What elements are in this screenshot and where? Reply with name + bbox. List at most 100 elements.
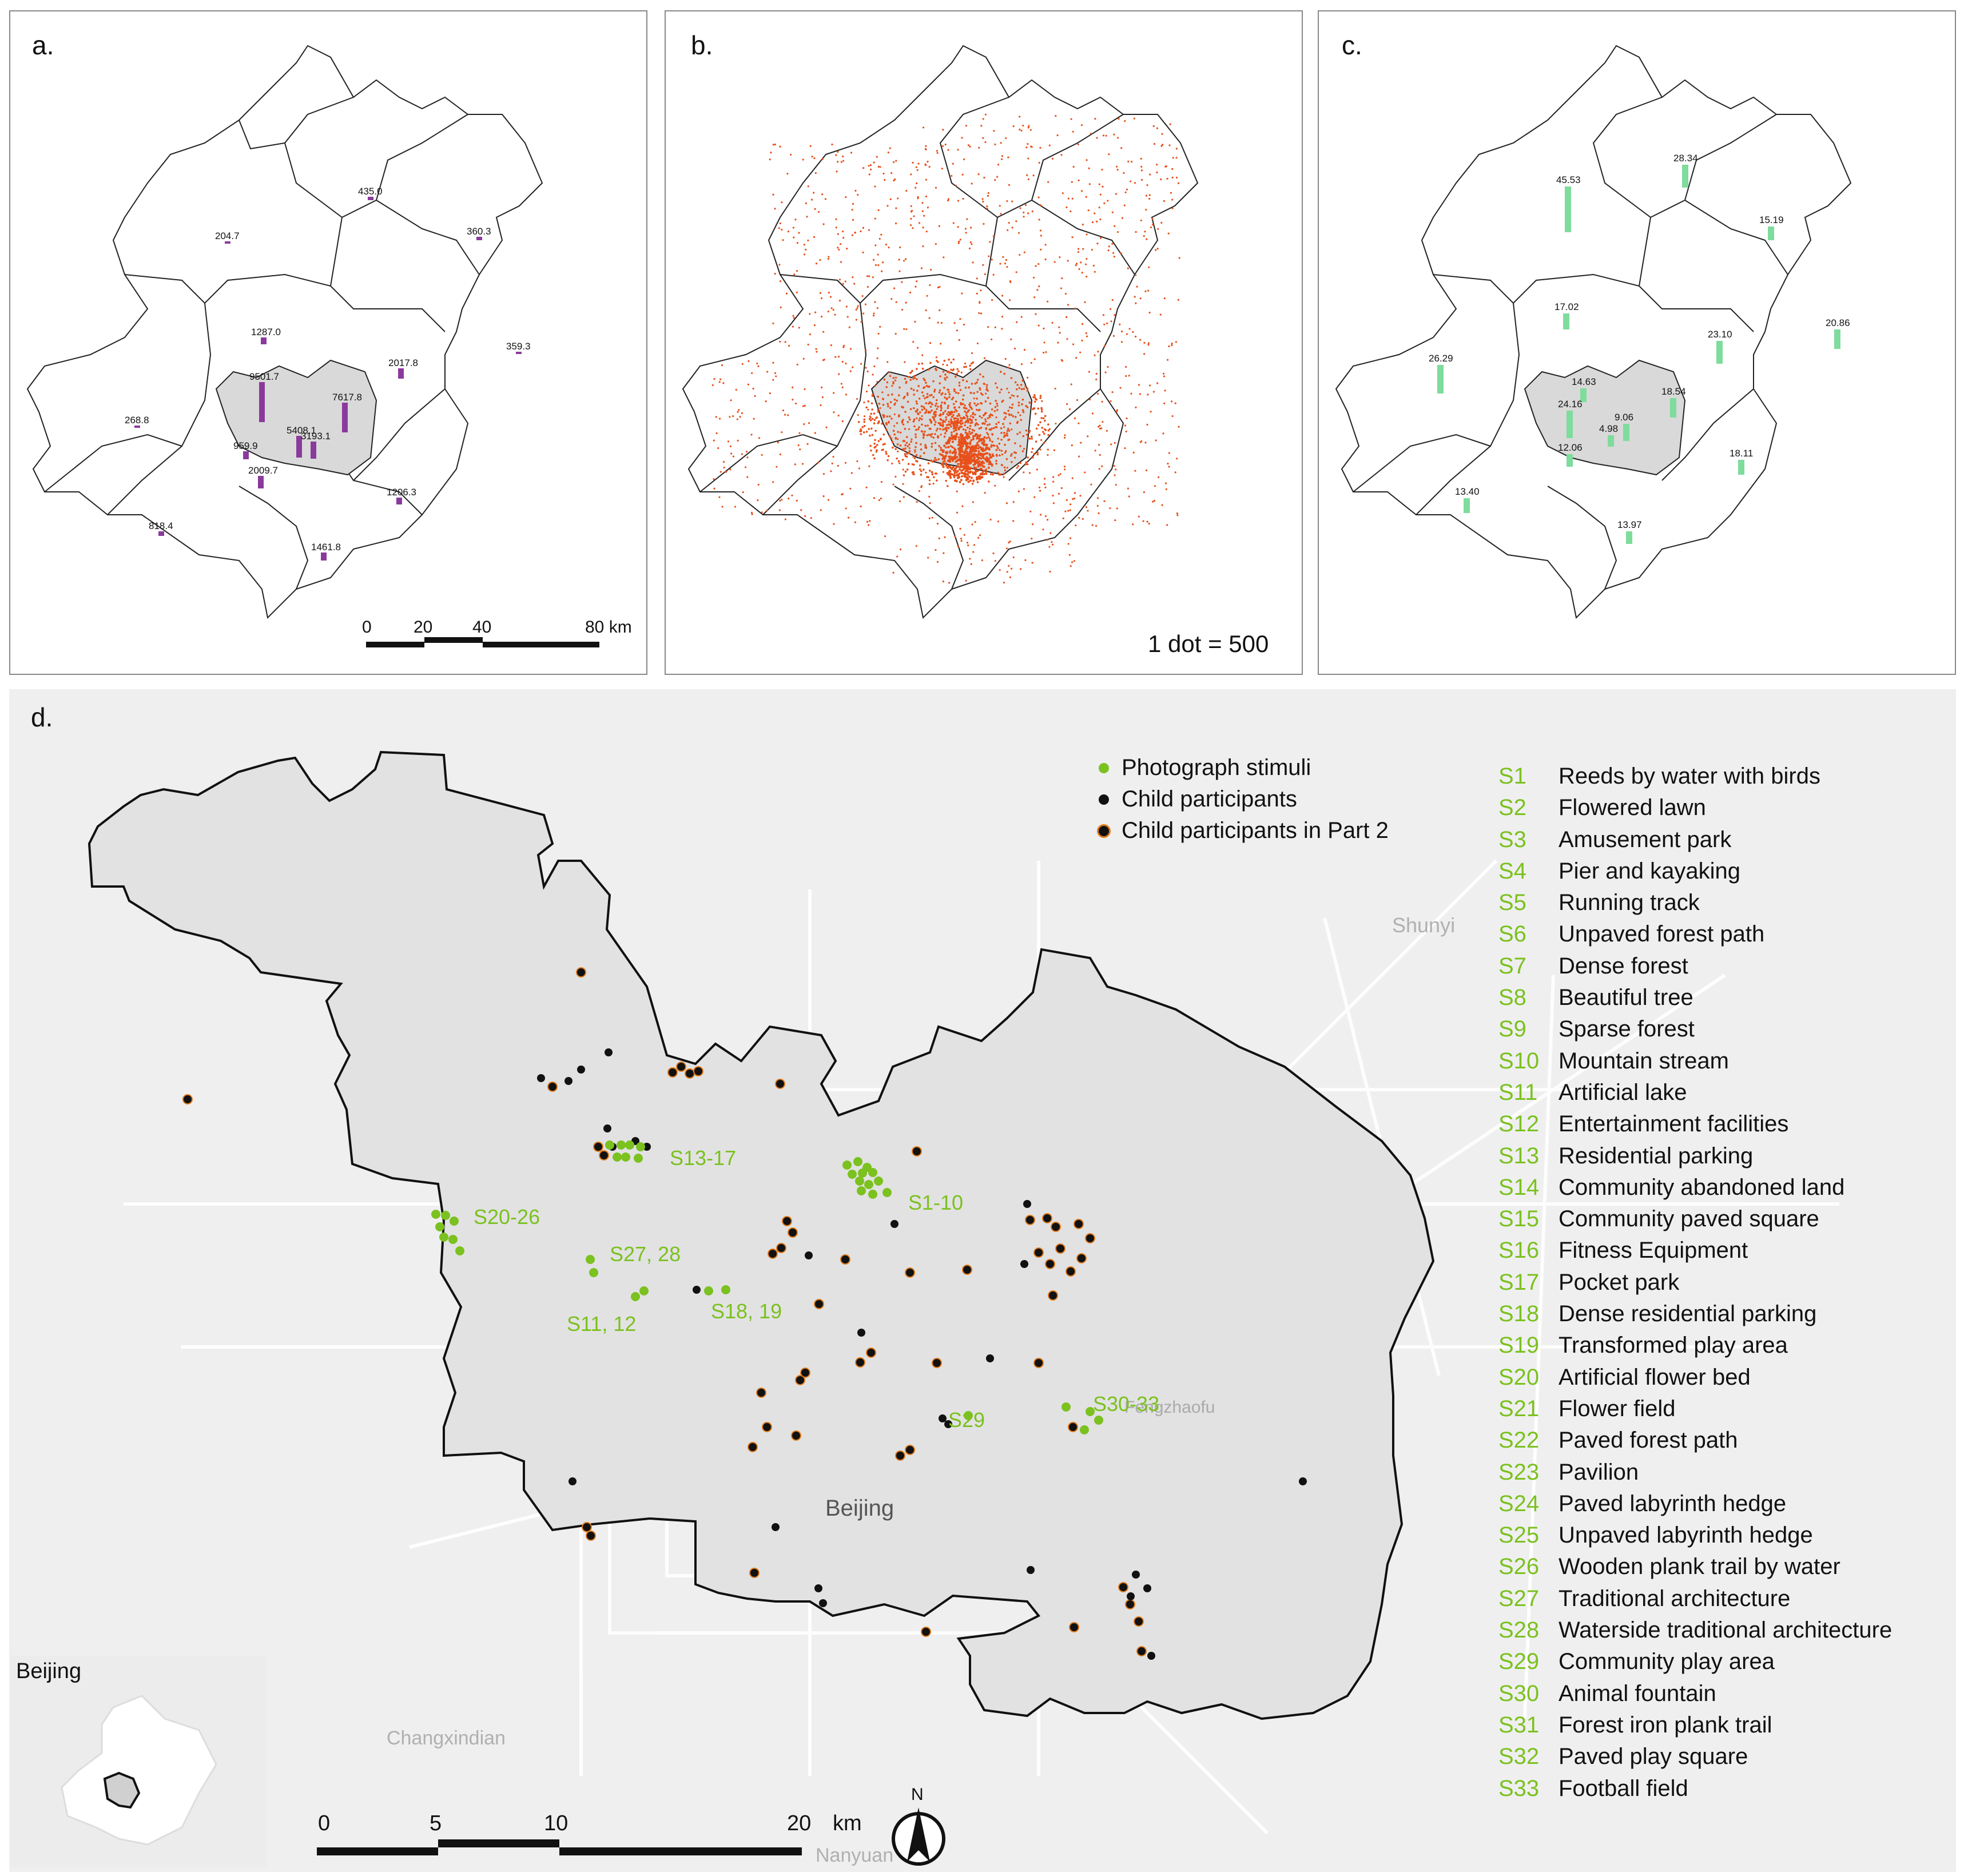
population-dot <box>889 198 892 200</box>
population-dot <box>1081 272 1083 274</box>
population-dot <box>845 196 847 198</box>
population-dot <box>1040 204 1042 206</box>
population-dot <box>830 470 832 472</box>
population-dot <box>838 248 840 251</box>
population-dot <box>932 380 935 383</box>
population-dot <box>945 452 948 455</box>
population-dot <box>879 407 881 410</box>
population-dot <box>1121 217 1123 219</box>
population-dot <box>907 394 909 396</box>
population-dot <box>916 169 919 172</box>
participant-part2-point <box>1052 1223 1060 1231</box>
population-dot <box>936 150 938 152</box>
population-dot <box>876 380 878 383</box>
population-dot <box>1111 211 1114 213</box>
population-dot <box>964 387 967 389</box>
population-dot <box>993 444 996 447</box>
population-dot <box>889 375 892 377</box>
population-dot <box>942 411 945 414</box>
population-dot <box>1005 432 1008 435</box>
bar-c <box>1834 329 1840 349</box>
population-dot <box>933 413 936 416</box>
panel-label-a: a. <box>32 30 54 60</box>
population-dot <box>948 455 951 458</box>
participant-part2-point <box>1119 1583 1127 1591</box>
population-dot <box>1067 510 1070 512</box>
population-dot <box>942 460 945 463</box>
population-dot <box>892 430 895 432</box>
participant-part2-point <box>750 1569 758 1577</box>
population-dot <box>1116 231 1119 233</box>
population-dot <box>961 173 964 176</box>
population-dot <box>1176 458 1178 460</box>
population-dot <box>804 515 806 517</box>
value-label-c: 20.86 <box>1826 317 1850 328</box>
population-dot <box>977 423 979 426</box>
population-dot <box>921 423 923 426</box>
population-dot <box>1159 313 1162 316</box>
population-dot <box>947 446 950 448</box>
population-dot <box>751 513 753 515</box>
population-dot <box>1150 226 1152 229</box>
population-dot <box>841 493 844 495</box>
population-dot <box>1111 391 1114 394</box>
population-dot <box>715 416 717 418</box>
population-dot <box>956 459 959 462</box>
population-dot <box>949 418 952 420</box>
population-dot <box>1005 434 1008 436</box>
population-dot <box>1019 414 1021 416</box>
population-dot <box>946 472 949 475</box>
panel-b: b. 1 dot = 500 <box>665 10 1303 675</box>
population-dot <box>959 318 961 320</box>
population-dot <box>969 441 972 444</box>
population-dot <box>904 428 907 430</box>
population-dot <box>924 148 927 150</box>
population-dot <box>1000 142 1002 144</box>
bar-c <box>1567 411 1573 438</box>
population-dot <box>1026 389 1029 392</box>
value-label-a: 2009.7 <box>248 465 278 476</box>
population-dot <box>972 551 975 553</box>
population-dot <box>1020 388 1023 391</box>
population-dot <box>930 435 933 438</box>
population-dot <box>972 435 975 437</box>
population-dot <box>1126 417 1128 420</box>
stimulus-row: S10 Mountain stream <box>1498 1046 1892 1077</box>
population-dot <box>863 425 866 427</box>
population-dot <box>981 476 984 479</box>
population-dot <box>850 152 853 154</box>
stimulus-code: S17 <box>1498 1269 1540 1295</box>
population-dot <box>917 413 920 416</box>
population-dot <box>1040 514 1042 516</box>
population-dot <box>931 403 933 406</box>
population-dot <box>997 447 999 450</box>
participant-point <box>1020 1260 1028 1268</box>
population-dot <box>1171 344 1173 347</box>
participant-point <box>890 1220 898 1228</box>
population-dot <box>1037 424 1040 427</box>
population-dot <box>931 433 933 435</box>
population-dot <box>1112 252 1115 254</box>
population-dot <box>922 126 925 129</box>
scale-d-10: 10 <box>544 1811 568 1835</box>
population-dot <box>963 452 966 455</box>
population-dot <box>1107 365 1109 368</box>
population-dot <box>994 560 996 562</box>
population-dot <box>967 432 969 435</box>
population-dot <box>962 379 964 381</box>
population-dot <box>913 457 916 460</box>
population-dot <box>1096 497 1099 499</box>
stimulus-row: S26 Wooden plank trail by water <box>1498 1551 1892 1583</box>
population-dot <box>1013 347 1016 350</box>
population-dot <box>988 438 991 440</box>
population-dot <box>1022 125 1024 127</box>
population-dot <box>965 380 968 383</box>
population-dot <box>769 158 771 161</box>
population-dot <box>807 239 809 241</box>
population-dot <box>1106 322 1108 325</box>
population-dot <box>1070 565 1072 567</box>
population-dot <box>990 444 993 446</box>
population-dot <box>879 325 881 328</box>
population-dot <box>1031 146 1033 148</box>
population-dot <box>869 520 871 522</box>
